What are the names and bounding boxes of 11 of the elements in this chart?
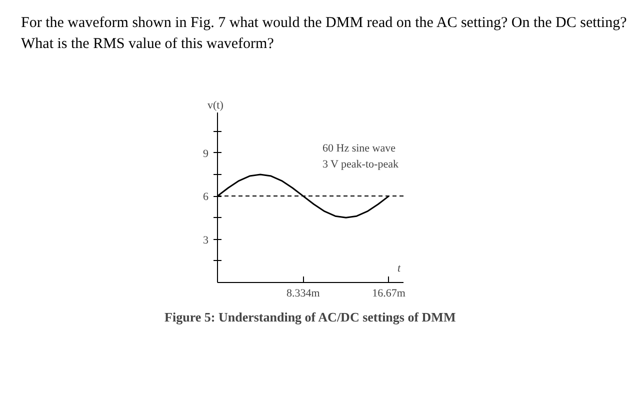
annotation: 60 Hz sine wave xyxy=(322,142,396,154)
chart-title: For the waveform shown in Fig. 7 what would the DMM read on the AC setting? On the DC setting? What is the RMS value of this waveform? xyxy=(21,14,627,54)
y-axis-title: v(t) xyxy=(208,100,224,112)
caption: Figure 5: Understanding of AC/DC settings of DMM xyxy=(164,310,456,324)
x-tick-label: 8.334m xyxy=(286,288,320,300)
annotation: 3 V peak-to-peak xyxy=(322,158,399,170)
x-tick-label: 16.67m xyxy=(372,288,406,300)
y-tick-label: 9 xyxy=(203,148,209,160)
y-tick-label: 3 xyxy=(203,234,209,246)
x-axis-title: t xyxy=(398,262,402,274)
y-tick-label: 6 xyxy=(203,191,209,204)
